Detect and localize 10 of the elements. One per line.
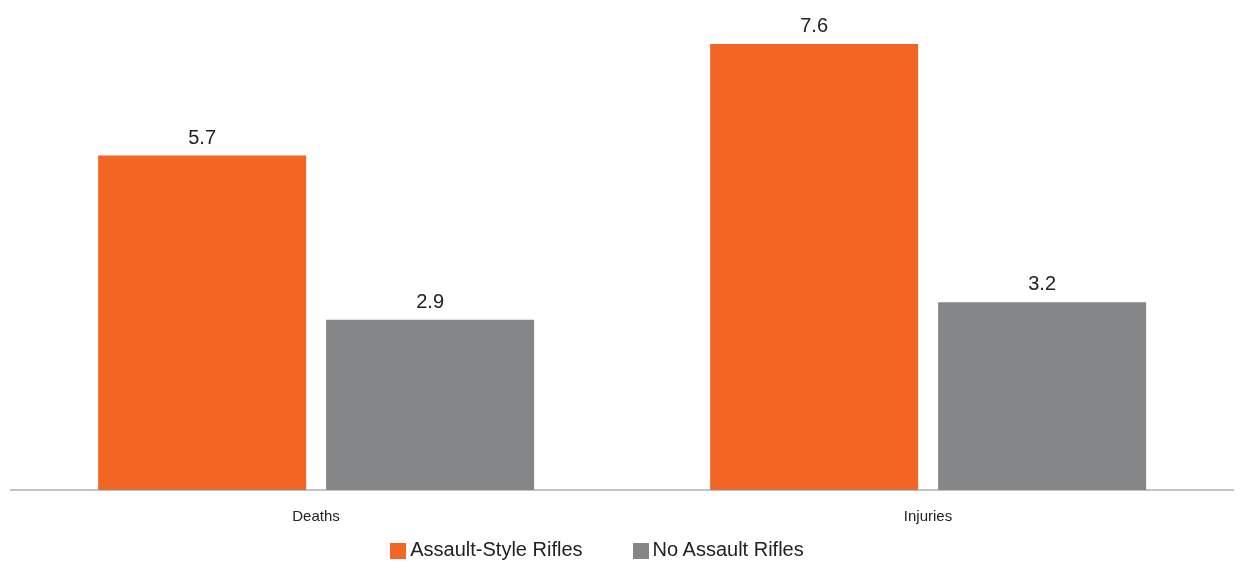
bar — [98, 155, 307, 490]
data-label: 7.6 — [800, 14, 829, 36]
legend-label: No Assault Rifles — [652, 538, 804, 560]
legend-label: Assault-Style Rifles — [410, 538, 583, 560]
data-label: 5.7 — [188, 125, 217, 148]
bar — [710, 44, 919, 490]
x-tick-label: Deaths — [292, 506, 340, 524]
x-tick-label: Injuries — [903, 506, 953, 524]
data-label: 2.9 — [416, 289, 445, 312]
data-label: 3.2 — [1028, 272, 1057, 295]
